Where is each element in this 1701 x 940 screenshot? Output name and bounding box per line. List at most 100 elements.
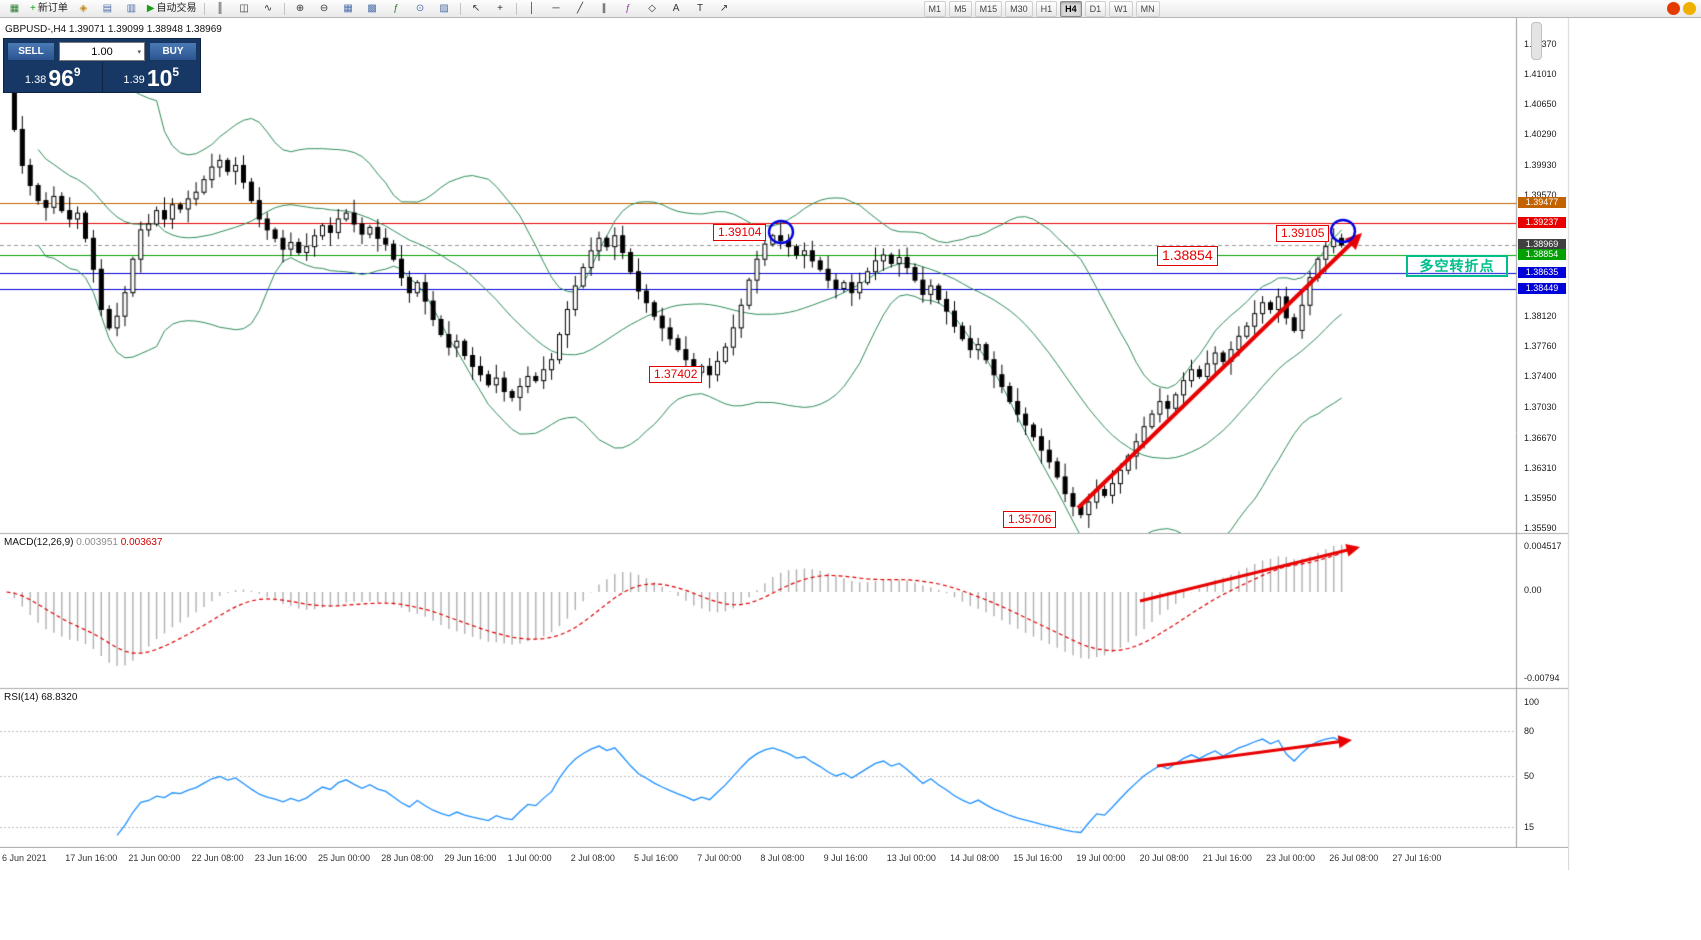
toolbar-separator	[203, 2, 205, 15]
metaeditor-icon-glyph: ◈	[79, 2, 88, 14]
candlestick-chart-icon[interactable]: ◫	[233, 0, 256, 17]
time-tick-label: 21 Jun 00:00	[128, 853, 181, 863]
arrange-windows-icon[interactable]: ▩	[361, 0, 384, 17]
price-annotation-label[interactable]: 1.39104	[713, 224, 767, 241]
bar-chart-icon[interactable]: ║	[209, 0, 232, 17]
price-tick-label: 1.37030	[1524, 402, 1557, 413]
buy-price-pip: 5	[172, 65, 180, 79]
vertical-line-icon[interactable]: │	[521, 0, 544, 17]
macd-tick-label: 0.004517	[1524, 541, 1562, 551]
crosshair-icon[interactable]: +	[489, 0, 512, 17]
time-tick-label: 8 Jul 08:00	[760, 853, 805, 863]
price-annotation-label[interactable]: 1.37402	[649, 366, 703, 383]
time-tick-label: 13 Jul 00:00	[886, 853, 936, 863]
label-icon-glyph: T	[696, 2, 704, 14]
rsi-tick-label: 100	[1524, 697, 1540, 707]
rsi-tick-label: 50	[1524, 770, 1535, 781]
community-icon[interactable]	[1683, 2, 1696, 15]
timeframe-mn[interactable]: MN	[1135, 0, 1160, 17]
price-tick-label: 1.37400	[1524, 371, 1557, 382]
sell-price[interactable]: 1.38 96 9	[4, 62, 102, 92]
time-tick-label: 23 Jul 00:00	[1266, 853, 1316, 863]
channel-icon-glyph: ∥	[601, 2, 607, 14]
sell-price-prefix: 1.38	[24, 74, 47, 86]
periods-icon-glyph: ⊙	[415, 2, 425, 14]
timeframe-m30[interactable]: M30	[1005, 0, 1033, 17]
price-tick-label: 1.36670	[1524, 432, 1557, 443]
time-tick-label: 7 Jul 00:00	[697, 853, 742, 863]
timeframe-w1[interactable]: W1	[1109, 0, 1133, 17]
channel-icon[interactable]: ∥	[593, 0, 616, 17]
chart-ohlc-title: GBPUSD-,H4 1.39071 1.39099 1.38948 1.389…	[5, 24, 222, 35]
axis-scrollbar-thumb[interactable]	[1531, 22, 1542, 60]
zoom-in-icon[interactable]: ⊕	[289, 0, 312, 17]
buy-price[interactable]: 1.39 10 5	[101, 62, 201, 92]
price-annotation-label[interactable]: 1.38854	[1157, 246, 1218, 266]
tile-windows-icon[interactable]: ▦	[337, 0, 360, 17]
line-chart-icon-glyph: ∿	[263, 2, 273, 14]
time-tick-label: 28 Jun 08:00	[381, 853, 434, 863]
sell-button[interactable]: SELL	[7, 42, 55, 61]
volume-input[interactable]: 1.00 ▾	[59, 42, 145, 61]
price-line-badge: 1.39237	[1518, 216, 1566, 228]
time-tick-label: 14 Jul 08:00	[950, 853, 1000, 863]
price-line-badge: 1.38854	[1518, 248, 1566, 260]
macd-signal-value: 0.003637	[120, 537, 163, 548]
price-tick-label: 1.37760	[1524, 341, 1557, 352]
new-order-button[interactable]: + 新订单	[27, 0, 71, 17]
zoom-out-icon[interactable]: ⊖	[313, 0, 336, 17]
volume-dropdown-icon[interactable]: ▾	[137, 48, 141, 56]
arrow-objects-icon[interactable]: ↗	[713, 0, 736, 17]
time-tick-label: 25 Jun 00:00	[318, 853, 371, 863]
timeframe-m5[interactable]: M5	[949, 0, 972, 17]
indicators-icon[interactable]: ƒ	[385, 0, 408, 17]
price-tick-label: 1.41010	[1524, 69, 1557, 80]
periods-icon[interactable]: ⊙	[409, 0, 432, 17]
templates-icon[interactable]: ▨	[433, 0, 456, 17]
text-icon[interactable]: A	[665, 0, 688, 17]
label-icon[interactable]: T	[689, 0, 712, 17]
timeframe-h4[interactable]: H4	[1060, 0, 1082, 17]
price-annotation-label[interactable]: 1.39105	[1276, 225, 1330, 242]
timeframe-h1[interactable]: H1	[1035, 0, 1058, 17]
trade-panel-prices: 1.38 96 9 1.39 10 5	[4, 62, 200, 92]
shapes-icon[interactable]: ◇	[641, 0, 664, 17]
line-chart-icon[interactable]: ∿	[257, 0, 280, 17]
time-tick-label: 21 Jul 16:00	[1202, 853, 1252, 863]
time-tick-label: 9 Jul 16:00	[823, 853, 868, 863]
vertical-line-icon-glyph: │	[528, 2, 536, 14]
cursor-icon[interactable]: ↖	[465, 0, 488, 17]
macd-main-value: 0.003951	[76, 537, 118, 548]
price-line-badge: 1.39477	[1518, 196, 1566, 208]
trendline-icon[interactable]: ╱	[569, 0, 592, 17]
navigator-icon[interactable]: ▥	[120, 0, 143, 17]
timeframe-m1[interactable]: M1	[923, 0, 947, 17]
market-watch-icon[interactable]: ▤	[96, 0, 119, 17]
autotrading-button[interactable]: ▶ 自动交易	[144, 0, 200, 17]
price-line-badge: 1.38635	[1518, 267, 1566, 279]
notification-icon[interactable]	[1667, 2, 1680, 15]
time-tick-label: 19 Jul 00:00	[1076, 853, 1126, 863]
price-tick-label: 1.39930	[1524, 159, 1557, 170]
pivot-point-label[interactable]: 多空转折点	[1406, 255, 1508, 277]
rsi-tick-label: 15	[1524, 821, 1535, 832]
price-tick-label: 1.36310	[1524, 462, 1557, 473]
timeframe-m15[interactable]: M15	[974, 0, 1003, 17]
buy-button[interactable]: BUY	[149, 42, 197, 61]
timeframe-d1[interactable]: D1	[1084, 0, 1107, 17]
templates-icon-glyph: ▨	[439, 2, 449, 14]
toolbar-right-icons	[1667, 2, 1696, 15]
fibonacci-icon[interactable]: ƒ	[617, 0, 640, 17]
price-annotation-label[interactable]: 1.35706	[1003, 511, 1057, 528]
horizontal-line-icon[interactable]: ─	[545, 0, 568, 17]
fibonacci-icon-glyph: ƒ	[625, 2, 631, 14]
toolbar-separator	[459, 2, 461, 15]
new-chart-button[interactable]: ▦	[3, 0, 26, 17]
time-tick-label: 15 Jul 16:00	[1013, 853, 1063, 863]
metaeditor-icon[interactable]: ◈	[72, 0, 95, 17]
time-tick-label: 20 Jul 08:00	[1139, 853, 1189, 863]
toolbar: ▦ + 新订单 ◈ ▤ ▥ ▶ 自动交易 ║ ◫ ∿ ⊕ ⊖ ▦ ▩ ƒ ⊙ ▨ ↖ + │ ─ ╱ ∥ ƒ ◇ A T ↗ M1 M5 M1…	[0, 0, 1701, 18]
tile-windows-icon-glyph: ▦	[343, 2, 353, 14]
toolbar-separator	[283, 2, 285, 15]
